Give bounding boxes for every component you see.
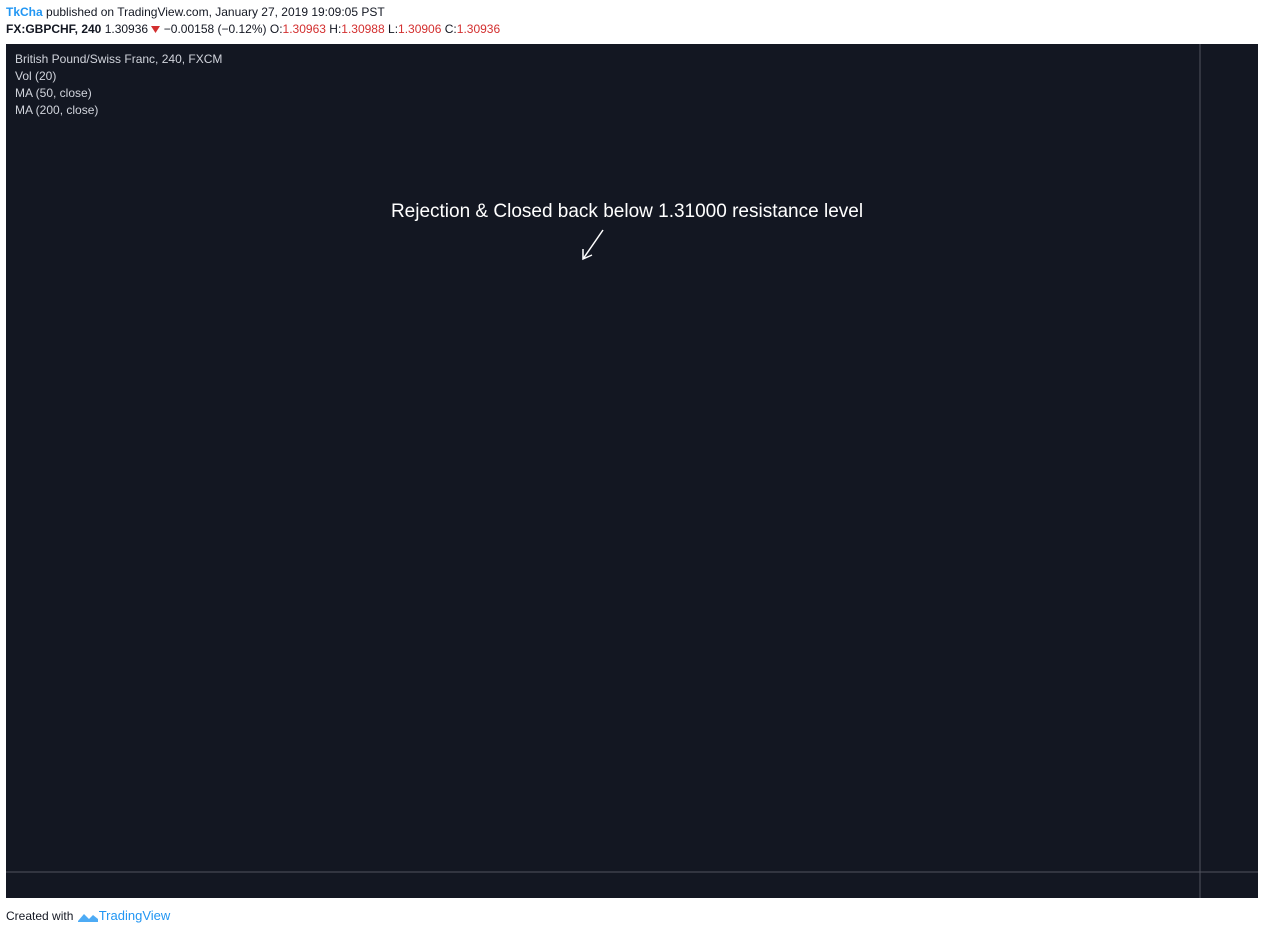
author[interactable]: TkCha — [6, 5, 43, 19]
legend-entry: Vol (20) — [15, 69, 56, 83]
legend-entry: MA (200, close) — [15, 103, 98, 117]
created-with: Created with — [6, 909, 74, 923]
annotation-arrow — [582, 229, 604, 261]
annotation: Rejection & Closed back below 1.31000 re… — [391, 201, 863, 222]
symbol: FX:GBPCHF, 240 — [6, 22, 102, 36]
ohlc-label: H: — [329, 22, 342, 36]
chart-background — [6, 44, 1258, 898]
down-arrow — [151, 26, 161, 34]
brand[interactable]: TradingView — [98, 908, 171, 923]
legend-title: British Pound/Swiss Franc, 240, FXCM — [15, 52, 222, 66]
header-line: FX:GBPCHF, 240 1.30936 −0.00158 (−0.12%)… — [6, 21, 500, 38]
open-value: 1.30963 — [282, 22, 326, 36]
ohlc-label: L: — [388, 22, 399, 36]
brand-logo — [77, 913, 98, 922]
close-value: 1.30936 — [456, 22, 501, 36]
header-line: TkCha published on TradingView.com, Janu… — [6, 4, 500, 21]
high-value: 1.30988 — [341, 22, 385, 36]
published: published on TradingView.com, January 27… — [46, 5, 385, 19]
last-price: 1.30936 — [104, 22, 149, 36]
change: −0.00158 (−0.12%) — [163, 22, 267, 36]
ohlc-label: O: — [269, 22, 283, 36]
chart: British Pound/Swiss Franc, 240, FXCM Vol… — [6, 44, 1258, 898]
low-value: 1.30906 — [398, 22, 442, 36]
ohlc-label: C: — [444, 22, 457, 36]
legend-entry: MA (50, close) — [15, 86, 92, 100]
footer: Created with TradingView — [6, 908, 170, 923]
header: TkCha published on TradingView.com, Janu… — [6, 4, 500, 38]
